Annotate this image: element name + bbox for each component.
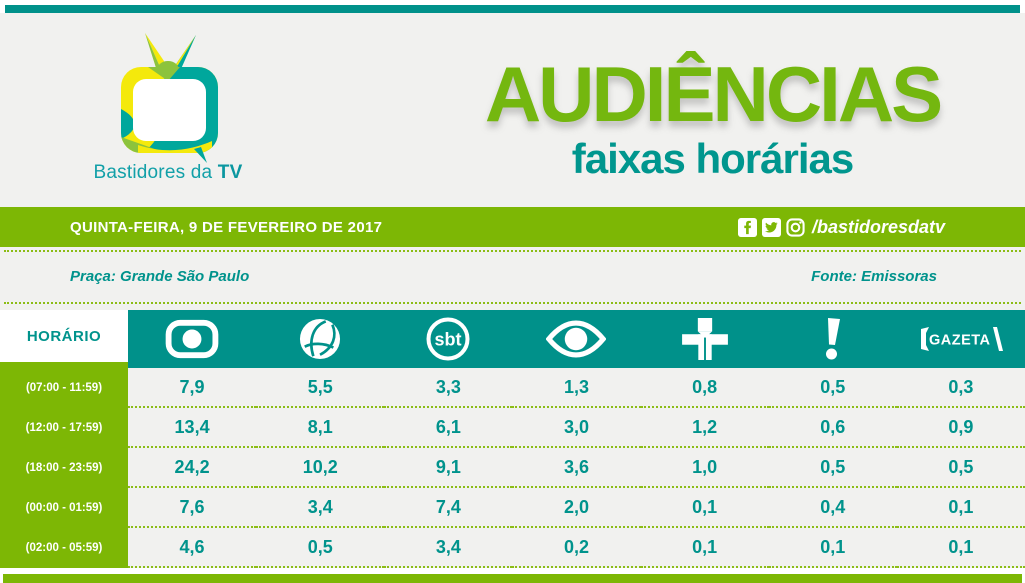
social-handle: /bastidoresdatv (811, 216, 945, 237)
time-slot-label: (18:00 - 23:59) (0, 448, 128, 488)
rating-value: 0,3 (896, 368, 1025, 408)
table-row: (02:00 - 05:59) 4,6 0,5 3,4 0,2 0,1 0,1 … (0, 528, 1025, 568)
dashed-divider-top (4, 250, 1021, 252)
social-links: /bastidoresdatv (737, 216, 945, 238)
brand-name: Bastidores da TV (58, 162, 278, 184)
rating-value: 0,5 (768, 368, 897, 408)
network-header-redetv (768, 310, 897, 368)
rating-value: 0,1 (896, 528, 1025, 568)
tv-logo-icon (121, 33, 218, 163)
rating-value: 3,6 (512, 448, 641, 488)
rating-value: 0,8 (640, 368, 769, 408)
rating-value: 0,4 (768, 488, 897, 528)
rating-value: 0,5 (256, 528, 385, 568)
rating-value: 0,6 (768, 408, 897, 448)
table-row: (12:00 - 17:59) 13,4 8,1 6,1 3,0 1,2 0,6… (0, 408, 1025, 448)
table-row: (07:00 - 11:59) 7,9 5,5 3,3 1,3 0,8 0,5 … (0, 368, 1025, 408)
rating-value: 0,5 (768, 448, 897, 488)
source-label: Fonte: Emissoras (811, 268, 937, 285)
band-logo-icon (546, 320, 607, 358)
network-header-gazeta: GAZETA (896, 310, 1025, 368)
rating-value: 2,0 (512, 488, 641, 528)
redetv-exclamation-icon (825, 318, 840, 360)
rating-value: 8,1 (256, 408, 385, 448)
date-bar: QUINTA-FEIRA, 9 DE FEVEREIRO DE 2017 /ba… (0, 207, 1025, 247)
page-subtitle: faixas horárias (571, 135, 855, 182)
rating-value: 3,3 (384, 368, 513, 408)
rating-value: 6,1 (384, 408, 513, 448)
dashed-divider-bottom (4, 302, 1021, 304)
rating-value: 7,4 (384, 488, 513, 528)
rating-value: 1,3 (512, 368, 641, 408)
instagram-icon (786, 217, 805, 237)
rating-value: 0,2 (512, 528, 641, 568)
date-text: QUINTA-FEIRA, 9 DE FEVEREIRO DE 2017 (70, 218, 383, 236)
table-header-row: HORÁRIO sbt (0, 310, 1025, 368)
globo-logo-icon (165, 319, 219, 359)
rating-value: 7,6 (128, 488, 257, 528)
rating-value: 3,0 (512, 408, 641, 448)
ratings-table-body: (07:00 - 11:59) 7,9 5,5 3,3 1,3 0,8 0,5 … (0, 368, 1025, 568)
gazeta-logo-icon: GAZETA (920, 327, 1003, 351)
rating-value: 7,9 (128, 368, 257, 408)
tv-cultura-logo-icon (681, 318, 728, 360)
rating-value: 1,2 (640, 408, 769, 448)
gazeta-logo-text: GAZETA (929, 333, 991, 349)
time-slot-label: (07:00 - 11:59) (0, 368, 128, 408)
network-header-band (512, 310, 641, 368)
time-slot-label: (02:00 - 05:59) (0, 528, 128, 568)
page-title-block: AUDIÊNCIAS faixas horárias (415, 55, 1010, 183)
rating-value: 3,4 (256, 488, 385, 528)
rating-value: 1,0 (640, 448, 769, 488)
rating-value: 9,1 (384, 448, 513, 488)
rating-value: 0,5 (896, 448, 1025, 488)
page-title: AUDIÊNCIAS (484, 50, 943, 138)
rating-value: 10,2 (256, 448, 385, 488)
rating-value: 13,4 (128, 408, 257, 448)
network-header-globo (128, 310, 257, 368)
brand-name-prefix: Bastidores da (93, 162, 218, 183)
rating-value: 0,1 (896, 488, 1025, 528)
rating-value: 0,1 (640, 528, 769, 568)
time-slot-label: (00:00 - 01:59) (0, 488, 128, 528)
network-header-record (256, 310, 385, 368)
rating-value: 4,6 (128, 528, 257, 568)
rating-value: 0,1 (768, 528, 897, 568)
brand-logo: Bastidores da TV (58, 31, 278, 184)
header-area: Bastidores da TV AUDIÊNCIAS faixas horár… (0, 13, 1025, 207)
bottom-accent-bar (3, 574, 1022, 583)
info-strip (0, 247, 1025, 310)
rating-value: 0,9 (896, 408, 1025, 448)
twitter-icon (761, 217, 781, 237)
rating-value: 24,2 (128, 448, 257, 488)
table-row: (18:00 - 23:59) 24,2 10,2 9,1 3,6 1,0 0,… (0, 448, 1025, 488)
time-slot-label: (12:00 - 17:59) (0, 408, 128, 448)
rating-value: 3,4 (384, 528, 513, 568)
market-label: Praça: Grande São Paulo (70, 268, 250, 285)
facebook-icon (737, 217, 757, 237)
rating-value: 5,5 (256, 368, 385, 408)
network-header-cultura (640, 310, 769, 368)
top-accent-bar (5, 5, 1020, 13)
sbt-logo-text: sbt (435, 330, 462, 350)
brand-name-bold: TV (217, 162, 243, 183)
rating-value: 0,1 (640, 488, 769, 528)
network-header-sbt: sbt (384, 310, 513, 368)
table-row: (00:00 - 01:59) 7,6 3,4 7,4 2,0 0,1 0,4 … (0, 488, 1025, 528)
sbt-logo-icon: sbt (426, 317, 470, 361)
time-column-header: HORÁRIO (0, 310, 128, 368)
record-logo-icon (300, 318, 341, 360)
